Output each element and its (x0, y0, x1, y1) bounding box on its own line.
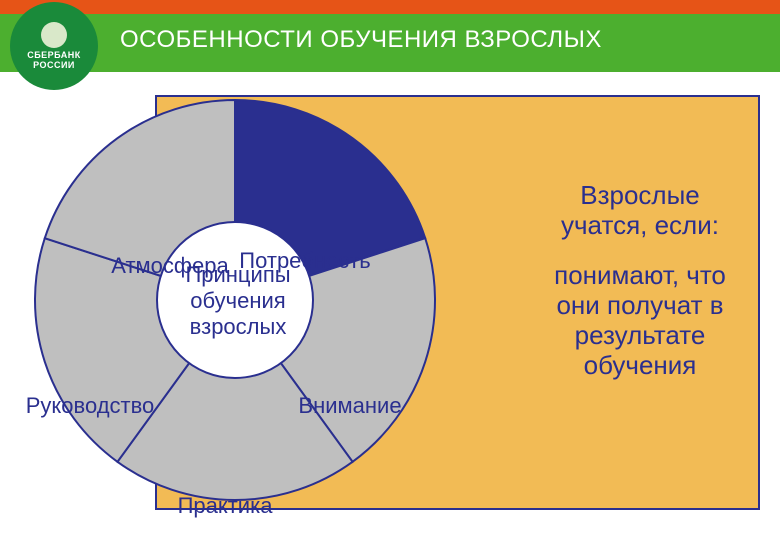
side-heading: Взрослые учатся, если: (535, 180, 745, 240)
center-line3: взрослых (190, 314, 287, 339)
sberbank-logo: СБЕРБАНК РОССИИ (10, 2, 98, 90)
center-line1: Принципы (185, 262, 290, 287)
pie-center-label: Принципы обучения взрослых (168, 262, 308, 340)
logo-text-2: РОССИИ (33, 60, 75, 70)
center-line2: обучения (190, 288, 285, 313)
logo-coin-icon (41, 22, 67, 48)
side-body-l3: результате (575, 320, 706, 350)
side-body-l4: обучения (584, 350, 697, 380)
header-orange-bar (0, 0, 780, 14)
side-heading-l2: учатся, если: (561, 210, 719, 240)
side-body-l2: они получат в (556, 290, 723, 320)
page-title: ОСОБЕННОСТИ ОБУЧЕНИЯ ВЗРОСЛЫХ (120, 26, 760, 54)
logo-text-1: СБЕРБАНК (27, 50, 81, 60)
side-body: понимают, что они получат в результате о… (535, 260, 745, 380)
side-heading-l1: Взрослые (580, 180, 700, 210)
side-body-l1: понимают, что (554, 260, 726, 290)
